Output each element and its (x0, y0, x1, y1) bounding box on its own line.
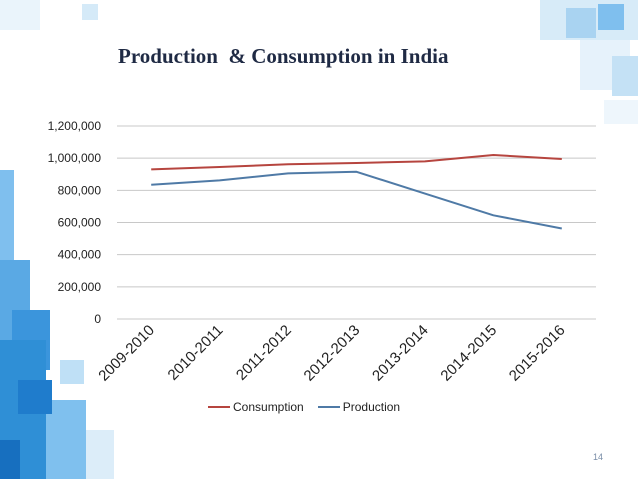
x-tick-label: 2014-2015 (437, 322, 500, 385)
x-tick-label: 2015-2016 (506, 322, 569, 385)
legend: Consumption Production (208, 400, 414, 414)
decor-square (86, 430, 114, 479)
legend-swatch-consumption (208, 406, 230, 408)
y-tick-label: 800,000 (58, 183, 102, 197)
y-tick-label: 600,000 (58, 216, 102, 230)
x-tick-label: 2009-2010 (95, 322, 158, 385)
decor-square (60, 360, 84, 384)
chart-title: Production & Consumption in India (118, 44, 449, 68)
series-lines (151, 154, 562, 230)
y-tick-label: 1,200,000 (48, 119, 102, 133)
decor-square (0, 440, 20, 479)
legend-label-production: Production (342, 400, 401, 414)
x-axis-labels: 2009-2010 2010-2011 2011-2012 2012-2013 2013… (95, 322, 568, 385)
y-tick-label: 400,000 (58, 248, 102, 262)
x-tick-label: 2011-2012 (233, 322, 295, 384)
decor-square (612, 56, 638, 96)
decor-square (566, 8, 596, 38)
x-tick-label: 2013-2014 (369, 322, 432, 385)
legend-item-consumption: Consumption (208, 400, 304, 414)
decor-square (0, 0, 40, 30)
decor-square (82, 4, 98, 20)
decor-square (0, 170, 14, 270)
page-number: 14 (592, 452, 603, 462)
decor-square (598, 4, 624, 30)
x-tick-label: 2010-2011 (165, 322, 227, 384)
legend-item-production: Production (317, 400, 401, 414)
x-tick-label: 2012-2013 (301, 322, 364, 385)
y-axis-labels: 0 200,000 400,000 600,000 800,000 1,000,000 1,… (48, 119, 102, 326)
grid (117, 125, 596, 320)
decor-square (18, 380, 52, 414)
series-line-consumption (151, 154, 562, 171)
series-line-production (151, 170, 562, 230)
y-tick-label: 0 (94, 312, 101, 326)
legend-label-consumption: Consumption (233, 400, 304, 414)
decor-square (46, 400, 86, 479)
y-tick-label: 200,000 (58, 280, 102, 294)
decor-square (604, 100, 638, 124)
legend-swatch-production (317, 406, 340, 408)
y-tick-label: 1,000,000 (48, 151, 102, 165)
